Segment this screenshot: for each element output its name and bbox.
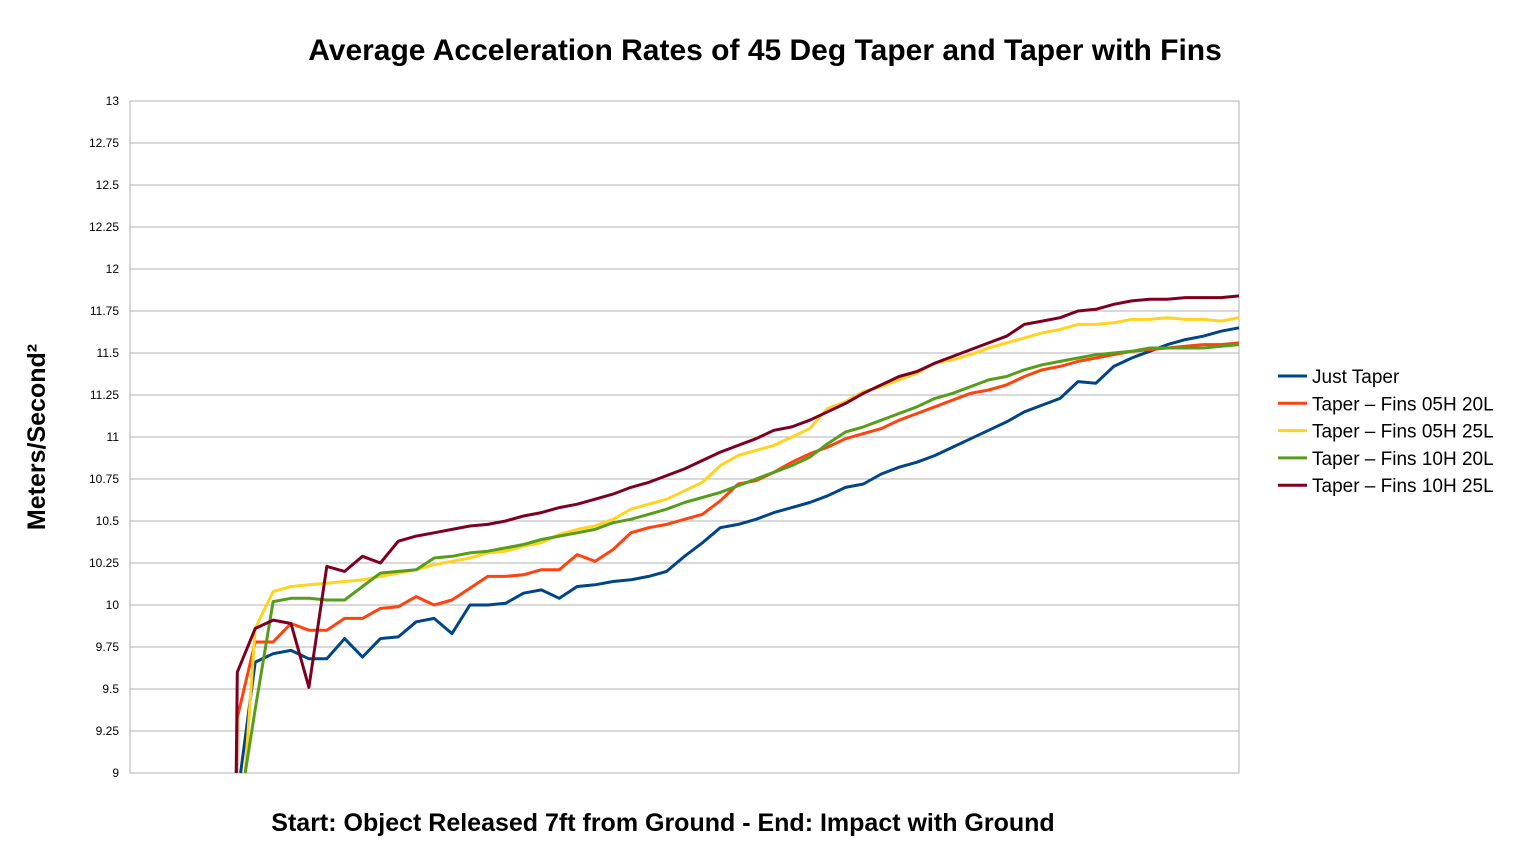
legend-label: Taper – Fins 10H 25L bbox=[1312, 476, 1494, 497]
y-tick-label: 12.5 bbox=[96, 178, 120, 192]
legend-item: Taper – Fins 05H 20L bbox=[1278, 394, 1494, 415]
x-axis-title: Start: Object Released 7ft from Ground -… bbox=[271, 809, 1054, 837]
y-tick-label: 10 bbox=[106, 598, 120, 612]
y-tick-label: 9.75 bbox=[96, 640, 120, 654]
legend-item: Taper – Fins 05H 25L bbox=[1278, 422, 1494, 443]
legend-item: Taper – Fins 10H 20L bbox=[1278, 449, 1494, 470]
y-tick-label: 11.25 bbox=[90, 388, 119, 402]
y-axis-title: Meters/Second² bbox=[23, 344, 51, 530]
series-line-3 bbox=[243, 343, 1240, 774]
y-tick-label: 9.5 bbox=[102, 682, 119, 696]
gridlines bbox=[130, 100, 1239, 774]
legend-label: Taper – Fins 05H 20L bbox=[1312, 394, 1494, 415]
y-axis-ticks: 9 9.25 9.5 9.75 10 10.25 10.5 10.75 11 11.25 11.5 1… bbox=[89, 94, 119, 780]
y-tick-label: 10.5 bbox=[96, 514, 120, 528]
legend: Just Taper Taper – Fins 05H 20L Taper – Fi… bbox=[1278, 367, 1494, 497]
y-tick-label: 11 bbox=[107, 430, 120, 444]
y-tick-label: 13 bbox=[106, 94, 120, 108]
series-line-0 bbox=[239, 326, 1240, 774]
y-tick-label: 10.25 bbox=[89, 556, 119, 570]
chart-title: Average Acceleration Rates of 45 Deg Tap… bbox=[308, 34, 1222, 67]
legend-label: Taper – Fins 05H 25L bbox=[1312, 422, 1494, 443]
series-line-1 bbox=[235, 341, 1240, 774]
series-line-4 bbox=[234, 294, 1240, 774]
legend-item: Taper – Fins 10H 25L bbox=[1278, 476, 1494, 497]
y-tick-label: 11.75 bbox=[90, 304, 119, 318]
y-tick-label: 12.25 bbox=[89, 220, 119, 234]
y-tick-label: 12.75 bbox=[89, 136, 119, 150]
legend-label: Taper – Fins 10H 20L bbox=[1312, 449, 1494, 470]
legend-item: Just Taper bbox=[1278, 367, 1400, 388]
y-tick-label: 9.25 bbox=[96, 724, 120, 738]
series-lines bbox=[234, 294, 1240, 774]
y-tick-label: 11.5 bbox=[97, 346, 120, 360]
legend-label: Just Taper bbox=[1312, 367, 1400, 388]
plot-area-border bbox=[129, 100, 1240, 774]
y-tick-label: 9 bbox=[112, 766, 119, 780]
y-tick-label: 12 bbox=[106, 262, 120, 276]
y-tick-label: 10.75 bbox=[89, 472, 119, 486]
